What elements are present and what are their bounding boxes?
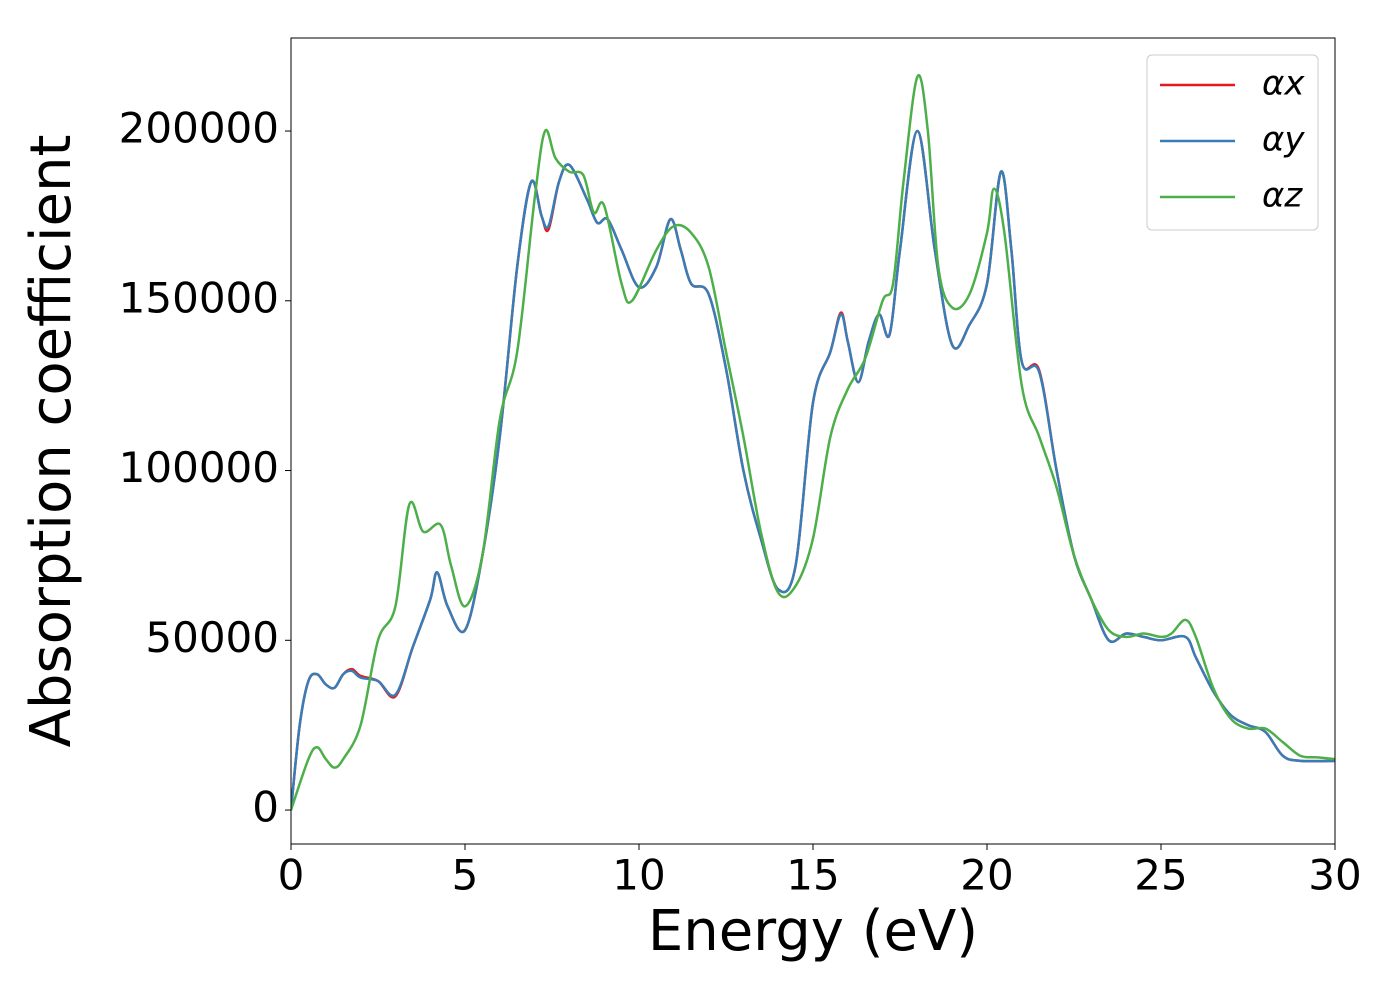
y-axis-label: Absorption coefficient bbox=[19, 135, 84, 748]
y-tick-label: 200000 bbox=[119, 104, 279, 153]
x-tick-label: 0 bbox=[278, 851, 305, 900]
x-tick-label: 10 bbox=[612, 851, 665, 900]
legend-label: αy bbox=[1262, 120, 1305, 160]
x-tick-label: 25 bbox=[1134, 851, 1187, 900]
x-tick-label: 30 bbox=[1308, 851, 1361, 900]
series-line bbox=[291, 129, 1335, 811]
y-tick-label: 150000 bbox=[119, 273, 279, 322]
legend-box bbox=[1146, 54, 1319, 231]
x-tick-label: 5 bbox=[452, 851, 479, 900]
legend-label: αz bbox=[1262, 176, 1303, 216]
x-tick-label: 15 bbox=[786, 851, 839, 900]
y-tick-label: 100000 bbox=[119, 443, 279, 492]
y-tick-label: 0 bbox=[252, 783, 279, 832]
x-axis-label: Energy (eV) bbox=[648, 899, 978, 964]
plot-frame bbox=[290, 37, 1336, 845]
y-tick-label: 50000 bbox=[145, 613, 279, 662]
series-line bbox=[291, 74, 1335, 811]
x-tick-label: 20 bbox=[960, 851, 1013, 900]
legend-label: αx bbox=[1262, 64, 1305, 104]
series-line bbox=[291, 129, 1335, 811]
